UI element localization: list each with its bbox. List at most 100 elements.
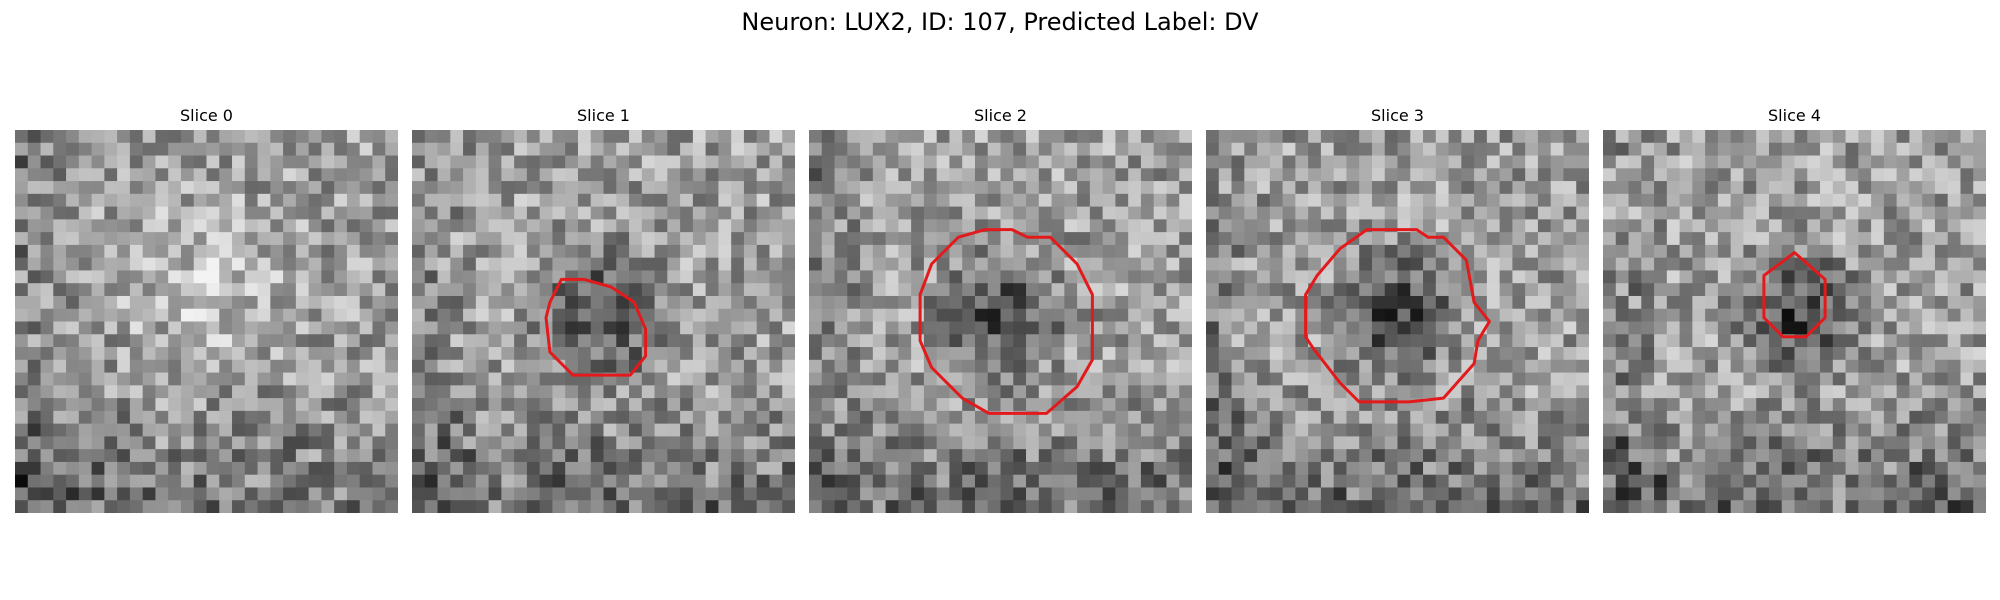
pixel: [731, 359, 745, 374]
pixel: [1730, 347, 1744, 361]
pixel: [1692, 372, 1706, 386]
pixel: [359, 257, 373, 271]
pixel: [117, 283, 131, 297]
pixel: [1269, 283, 1284, 297]
pixel: [1320, 130, 1335, 144]
pixel: [1550, 206, 1564, 220]
pixel: [1512, 244, 1526, 259]
pixel: [1013, 206, 1027, 220]
pixel: [193, 487, 207, 501]
pixel: [1909, 168, 1923, 182]
pixel: [1858, 410, 1872, 425]
pixel: [1244, 398, 1258, 412]
pixel: [1947, 308, 1961, 322]
pixel: [974, 436, 989, 450]
pixel: [1756, 398, 1770, 412]
pixel: [1550, 436, 1564, 450]
pixel: [219, 449, 233, 463]
pixel: [1244, 487, 1258, 501]
pixel: [1346, 270, 1360, 284]
pixel: [1883, 155, 1898, 169]
pixel: [1051, 219, 1065, 233]
pixel: [219, 321, 233, 335]
pixel: [1397, 283, 1411, 297]
pixel: [295, 168, 310, 182]
pixel: [974, 461, 989, 476]
pixel: [1717, 270, 1732, 284]
pixel: [1038, 295, 1053, 310]
pixel: [1115, 321, 1129, 335]
pixel: [872, 270, 887, 284]
pixel: [437, 423, 451, 437]
pixel: [936, 359, 950, 374]
pixel: [1013, 142, 1027, 157]
pixel: [359, 487, 373, 501]
pixel: [270, 461, 284, 476]
pixel: [78, 193, 93, 208]
pixel: [1756, 372, 1770, 386]
pixel: [1244, 474, 1258, 488]
pixel: [359, 423, 373, 437]
pixel: [1282, 347, 1296, 361]
pixel: [334, 219, 348, 233]
pixel: [1013, 474, 1027, 488]
pixel: [501, 257, 515, 271]
pixel: [809, 283, 823, 297]
pixel: [1922, 181, 1936, 195]
pixel: [1115, 232, 1129, 246]
pixel: [450, 130, 464, 144]
pixel: [412, 244, 426, 259]
pixel: [821, 206, 836, 220]
pixel: [539, 232, 553, 246]
pixel: [680, 270, 694, 284]
pixel: [1038, 461, 1053, 476]
pixel: [40, 283, 54, 297]
pixel: [1603, 449, 1617, 463]
pixel: [168, 385, 182, 399]
pixel: [463, 232, 477, 246]
pixel: [616, 347, 630, 361]
pixel: [514, 410, 528, 425]
pixel: [424, 283, 439, 297]
pixel: [1371, 232, 1386, 246]
pixel: [718, 232, 732, 246]
pixel: [1218, 142, 1233, 157]
pixel: [962, 295, 976, 310]
pixel: [40, 461, 54, 476]
pixel: [168, 474, 182, 488]
pixel: [1435, 359, 1450, 374]
pixel: [1397, 398, 1411, 412]
pixel: [1563, 334, 1577, 348]
pixel: [244, 436, 259, 450]
pixel: [155, 500, 169, 513]
pixel: [718, 423, 732, 437]
pixel: [1295, 130, 1309, 144]
pixel: [1525, 168, 1539, 182]
pixel: [385, 461, 398, 476]
pixel: [1218, 308, 1233, 322]
pixel: [629, 193, 643, 208]
pixel: [1692, 219, 1706, 233]
pixel: [1654, 410, 1668, 425]
pixel: [206, 321, 220, 335]
pixel: [180, 372, 195, 386]
pixel: [1883, 347, 1898, 361]
pixel: [1000, 193, 1014, 208]
pixel: [232, 155, 246, 169]
pixel: [1807, 385, 1821, 399]
pixel: [1333, 168, 1347, 182]
pixel: [1717, 398, 1732, 412]
pixel: [1641, 232, 1655, 246]
pixel: [1679, 257, 1693, 271]
pixel: [463, 487, 477, 501]
pixel: [1743, 270, 1757, 284]
pixel: [705, 449, 719, 463]
pixel: [1973, 500, 1986, 513]
pixel: [257, 206, 271, 220]
pixel: [1858, 283, 1872, 297]
pixel: [1499, 257, 1513, 271]
pixel: [1423, 283, 1437, 297]
pixel: [295, 359, 310, 374]
pixel: [1346, 398, 1360, 412]
pixel: [654, 295, 668, 310]
